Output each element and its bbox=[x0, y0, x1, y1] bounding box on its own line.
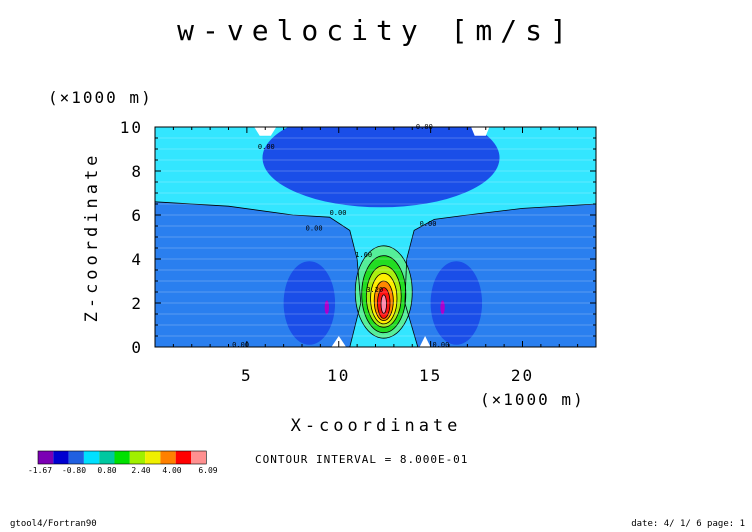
contour-label-9: 0.00 bbox=[432, 341, 449, 349]
y-tick-label: 6 bbox=[131, 206, 143, 225]
contour-label-8: 0.00 bbox=[232, 341, 249, 349]
colorbar-label: 4.00 bbox=[162, 466, 181, 475]
colorbar-swatch bbox=[160, 451, 176, 464]
colorbar-label: -1.67 bbox=[28, 466, 52, 475]
fill-notch-top-right bbox=[471, 127, 490, 136]
y-axis-label: Z-coordinate bbox=[82, 152, 102, 323]
footer-left: gtool4/Fortran90 bbox=[10, 519, 97, 529]
y-scale-label: (×1000 m) bbox=[48, 88, 153, 107]
colorbar-swatch bbox=[145, 451, 161, 464]
contour-label-3: 0.00 bbox=[330, 209, 347, 217]
y-tick-label: 8 bbox=[131, 162, 143, 181]
x-tick-label: 10 bbox=[327, 366, 350, 385]
colorbar-swatch bbox=[38, 451, 54, 464]
fill-side-minimum-2 bbox=[440, 300, 445, 315]
fill-side-downdraft-1 bbox=[283, 261, 336, 345]
x-axis-label: X-coordinate bbox=[291, 416, 462, 436]
y-tick-label: 0 bbox=[131, 338, 143, 357]
contour-label-7: 3.20 bbox=[366, 286, 383, 294]
colorbar-swatch bbox=[53, 451, 69, 464]
fill-gap-right bbox=[419, 336, 431, 347]
colorbar-label: -0.80 bbox=[62, 466, 86, 475]
colorbar-swatch bbox=[68, 451, 84, 464]
fill-near-zero-region bbox=[155, 127, 596, 347]
y-tick-label: 4 bbox=[131, 250, 143, 269]
fill-updraft-level-7 bbox=[380, 294, 387, 314]
fill-side-downdraft-2 bbox=[430, 261, 483, 345]
colorbar-label: 2.40 bbox=[131, 466, 150, 475]
x-tick-label: 20 bbox=[511, 366, 534, 385]
colorbar-swatch bbox=[129, 451, 146, 464]
y-tick-label: 2 bbox=[131, 294, 143, 313]
colorbar-label: 6.09 bbox=[198, 466, 217, 475]
colorbar-label: 0.80 bbox=[97, 466, 116, 475]
contour-interval: CONTOUR INTERVAL = 8.000E-01 bbox=[255, 453, 468, 466]
contour-zero-line bbox=[155, 201, 596, 347]
footer-right: date: 4/ 1/ 6 page: 1 bbox=[631, 519, 745, 529]
colorbar: -1.67 -0.80 0.80 2.40 4.00 6.09 bbox=[28, 450, 218, 475]
colorbar-swatch bbox=[114, 451, 130, 464]
colorbar-swatch bbox=[175, 451, 191, 464]
fill-side-minimum-1 bbox=[324, 300, 330, 315]
plot-area: 0.000.000.000.000.001.603.200.00 0.00 5 10… bbox=[120, 118, 597, 385]
fill-notch-top-left bbox=[254, 127, 277, 136]
colorbar-swatch bbox=[83, 451, 100, 464]
x-scale-label: (×1000 m) bbox=[480, 390, 585, 409]
colorbar-frame bbox=[37, 450, 207, 465]
contour-label-5: 0.00 bbox=[420, 220, 437, 228]
contour-label-6: 1.60 bbox=[355, 251, 372, 259]
chart-title: w-velocity [m/s] bbox=[177, 14, 575, 47]
fill-upper-downdraft bbox=[262, 127, 500, 208]
colorbar-swatch bbox=[99, 451, 115, 464]
contour-label-4: 0.00 bbox=[306, 224, 323, 232]
x-tick-label: 5 bbox=[241, 366, 253, 385]
x-tick-label: 15 bbox=[419, 366, 442, 385]
y-tick-label: 10 bbox=[120, 118, 143, 137]
colorbar-swatch bbox=[191, 451, 207, 464]
contour-label-2: 0.00 bbox=[258, 143, 275, 151]
